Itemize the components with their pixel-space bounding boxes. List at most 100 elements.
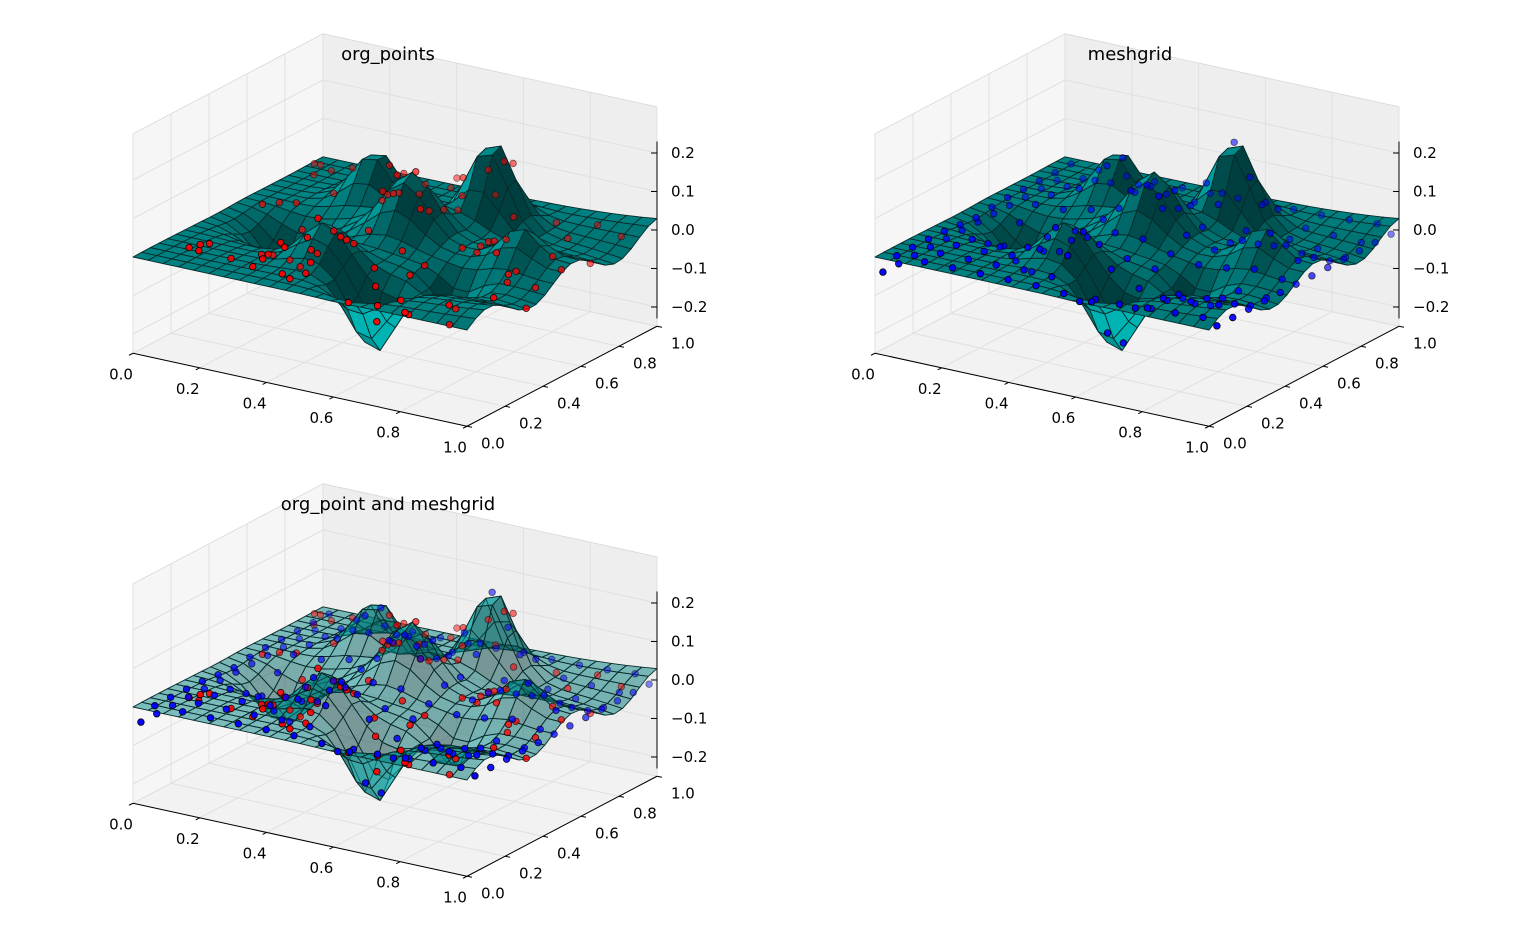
y-axis-line [466,775,658,877]
scatter-point [307,696,315,704]
scatter-point [1218,294,1227,302]
scatter-point [401,754,410,762]
scatter-point [1229,313,1237,322]
y-tick-mark [580,365,587,368]
grid-line [1064,79,1400,154]
scatter-point [1003,193,1012,202]
scatter-point [480,714,489,722]
scatter-point [532,655,540,663]
scatter-point [445,320,454,329]
scatter-point [314,214,322,223]
scatter-point [401,631,409,639]
grid-line [208,762,544,837]
scatter-point [292,199,301,207]
surface-patch [451,765,477,781]
scatter-point [445,301,453,309]
scatter-point [972,214,980,222]
x-tick-mark [1071,396,1076,400]
scatter-point [327,616,335,625]
x-tick-mark [1137,411,1143,415]
scatter-point [1215,301,1223,309]
scatter-series-meshgrid [137,588,653,797]
scatter-point [534,738,542,747]
grid-line [333,746,524,848]
scatter-point [518,747,527,755]
scatter-point [1075,184,1083,193]
scatter-point [471,772,479,780]
chart-title: meshgrid [1088,44,1173,65]
x-tick-label: 0.6 [1051,409,1075,427]
scatter-point [373,654,381,663]
scatter-point [310,171,318,179]
scatter-point [184,693,193,701]
scatter-point [151,702,159,710]
scatter-point [333,747,342,756]
scatter-point [1244,305,1253,313]
x-tick-mark [462,875,468,879]
scatter-point [1060,289,1068,298]
scatter-point [1083,233,1092,242]
scatter-point [416,654,425,663]
scatter-point [393,734,401,743]
scatter-point [361,612,369,620]
scatter-point [509,159,517,168]
scatter-point [1063,183,1071,191]
scatter-point [968,235,976,243]
scatter-point [1127,186,1135,195]
scatter-point [153,710,161,718]
scatter-point [1355,247,1364,255]
scatter-point [1289,205,1298,213]
scatter-point [303,233,312,242]
scatter-point [348,164,357,172]
scatter-point [400,169,408,178]
scatter-point [988,203,996,211]
scatter-point [484,615,492,624]
grid-line [246,292,582,367]
scatter-point [1155,192,1163,200]
x-tick-label: 0.4 [243,844,267,862]
scatter-point [1131,304,1140,312]
scatter-point [491,641,500,649]
scatter-point [301,683,310,691]
y-tick-label: 0.6 [595,824,619,842]
scatter-point [613,697,622,705]
scatter-point [503,728,512,737]
scatter-point [1123,254,1131,263]
scatter-point [582,713,590,722]
scatter-point [1175,290,1183,299]
scatter-point [178,708,187,716]
scatter-point [1087,205,1095,214]
scatter-point [509,663,518,671]
grid-line [874,118,1066,219]
scatter-point [468,696,477,704]
scatter-point [1075,297,1084,306]
scatter-point [345,655,353,664]
x-tick-mark [395,861,401,865]
scatter-point [1298,249,1306,257]
scatter-point [1134,181,1143,189]
x-tick-label: 0.4 [243,394,267,412]
scatter-point [1162,190,1171,199]
y-tick-mark [542,385,549,388]
scatter-point [398,697,407,705]
grid-line [170,332,506,407]
scatter-point [504,623,512,631]
grid-line [132,79,324,181]
z-tick-label: −0.2 [671,748,707,766]
scatter-point [406,721,414,729]
scatter-point [1103,162,1111,170]
scatter-point [1178,184,1187,192]
y-tick-mark [466,425,473,428]
scatter-point [1214,200,1223,209]
grid-line [246,742,582,817]
scatter-point [365,629,373,637]
scatter-point [548,252,557,261]
z-tick-label: −0.1 [671,710,707,728]
scatter-point [344,298,353,307]
x-tick-mark [937,367,943,371]
scatter-point [416,205,425,213]
x-tick-label: 0.0 [109,365,133,383]
scatter-point [397,746,405,755]
x-tick-label: 1.0 [443,888,467,906]
scatter-point [350,239,358,248]
